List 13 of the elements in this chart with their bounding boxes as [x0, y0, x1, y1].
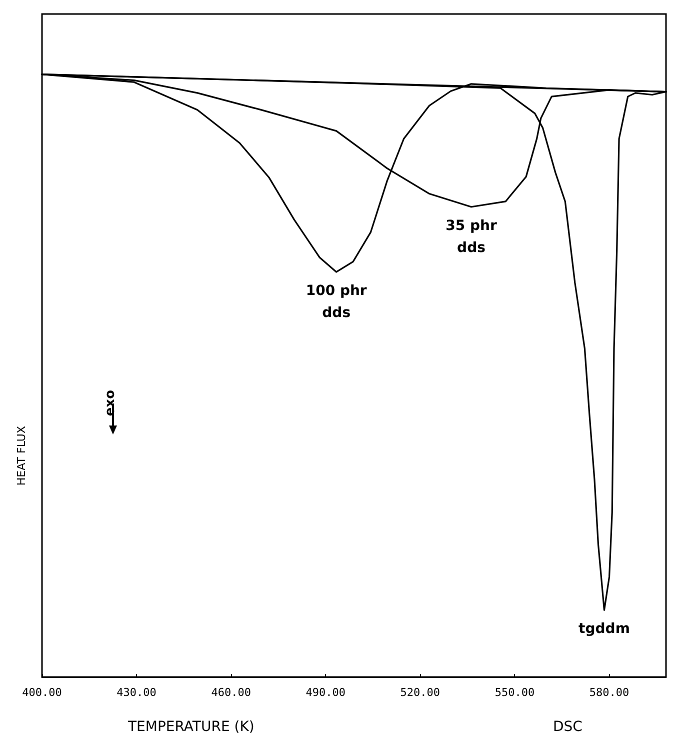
x-tick-label: 460.00: [211, 686, 251, 699]
y-axis-title: HEAT FLUX: [15, 426, 28, 486]
series-label: 100 phr dds: [306, 282, 367, 321]
series-label: tgddm: [578, 621, 630, 638]
series-label: 35 phr dds: [446, 218, 497, 256]
x-tick-label: 430.00: [116, 686, 156, 699]
x-tick-label: 550.00: [494, 686, 535, 699]
x-tick-label: 490.00: [306, 686, 346, 699]
text: DSC: [553, 719, 583, 735]
x-tick-label: 400.00: [22, 686, 62, 699]
x-axis-title: TEMPERATURE (K): [127, 719, 254, 735]
x-tick-label: 520.00: [400, 686, 440, 699]
x-tick-label: 580.00: [589, 686, 630, 699]
